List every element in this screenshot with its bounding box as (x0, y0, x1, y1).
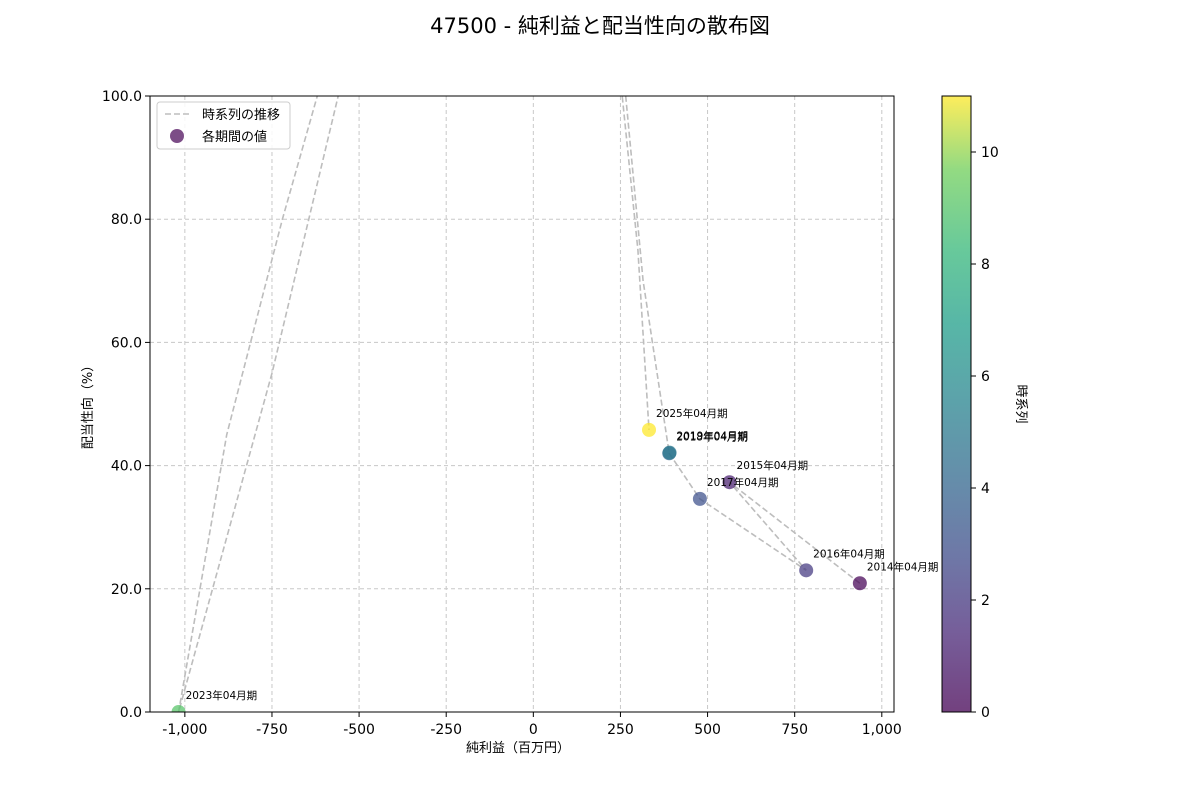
y-tick-label: 100.0 (102, 89, 142, 105)
scatter-point (722, 475, 737, 490)
x-axis-ticks: -1,000 -750 -500 -250 0 250 500 750 1,000 (162, 712, 902, 738)
point-label: 2023年04月期 (186, 689, 258, 702)
y-tick-label: 0.0 (120, 705, 142, 721)
colorbar-tick-label: 0 (981, 705, 990, 721)
x-tick-label: -500 (343, 722, 375, 738)
y-axis-ticks: 0.0 20.0 40.0 60.0 80.0 100.0 (102, 89, 150, 721)
y-tick-label: 40.0 (111, 459, 142, 475)
plot-frame (149, 95, 895, 713)
scatter-point (171, 705, 186, 712)
x-tick-label: 0 (529, 722, 538, 738)
colorbar-gradient (941, 95, 972, 713)
x-tick-label: -1,000 (162, 722, 207, 738)
data-points (171, 422, 867, 712)
x-tick-label: 500 (694, 722, 721, 738)
trend-line (177, 96, 861, 712)
scatter-point (642, 422, 657, 437)
point-label: 2015年04月期 (737, 459, 809, 472)
scatter-point (852, 576, 867, 591)
colorbar-tick-label: 2 (981, 593, 990, 609)
x-tick-label: -750 (256, 722, 288, 738)
x-axis-label: 純利益（百万円） (466, 741, 570, 756)
chart-title: 47500 - 純利益と配当性向の散布図 (430, 14, 770, 38)
x-tick-label: 750 (781, 722, 808, 738)
x-tick-label: 1,000 (862, 722, 902, 738)
colorbar: 0 2 4 6 8 10 時系列 (941, 95, 1028, 721)
point-label: 2014年04月期 (867, 560, 939, 573)
colorbar-tick-label: 10 (981, 145, 999, 161)
legend-point-swatch (170, 129, 184, 143)
x-tick-label: -250 (430, 722, 462, 738)
colorbar-tick-label: 6 (981, 369, 990, 385)
colorbar-ticks: 0 2 4 6 8 10 (971, 145, 999, 721)
scatter-point (692, 491, 707, 506)
legend-box (156, 101, 291, 150)
colorbar-tick-label: 8 (981, 257, 990, 273)
colorbar-label: 時系列 (1013, 384, 1028, 423)
legend: 時系列の推移 各期間の値 (156, 101, 291, 150)
point-labels: 2014年04月期 2015年04月期 2016年04月期 2017年04月期 2018… (186, 407, 939, 702)
legend-point-label: 各期間の値 (202, 129, 267, 145)
legend-line-label: 時系列の推移 (202, 108, 280, 123)
scatter-point (662, 445, 677, 460)
y-tick-label: 20.0 (111, 582, 142, 598)
point-label: 2017年04月期 (707, 476, 779, 489)
point-label: 2019年04月期 (677, 430, 749, 443)
colorbar-tick-label: 4 (981, 481, 990, 497)
scatter-point (799, 563, 814, 578)
point-label: 2016年04月期 (813, 547, 885, 560)
grid-lines (150, 95, 894, 713)
y-tick-label: 60.0 (111, 335, 142, 351)
trend-path (177, 96, 861, 712)
y-tick-label: 80.0 (111, 212, 142, 228)
y-axis-label: 配当性向（%） (80, 359, 96, 449)
point-label: 2018年04月期 (676, 430, 748, 443)
x-tick-label: 250 (607, 722, 634, 738)
point-label: 2025年04月期 (656, 407, 728, 420)
